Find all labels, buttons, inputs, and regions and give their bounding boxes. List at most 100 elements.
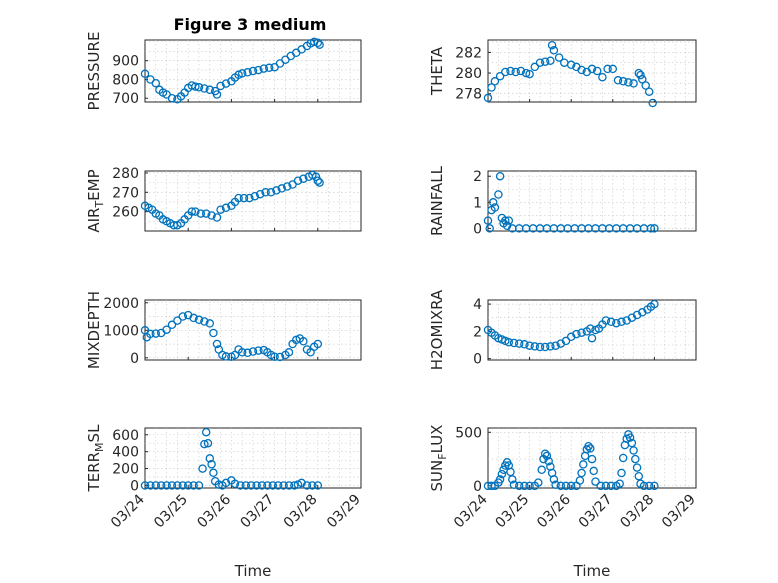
data-point [196, 209, 206, 218]
y-axis-label: AIRTEMP [85, 169, 106, 232]
data-point [299, 174, 308, 183]
data-point [592, 66, 602, 76]
axes-box [487, 170, 697, 232]
data-point [483, 93, 493, 103]
data-point [255, 189, 265, 199]
data-point [520, 340, 529, 349]
data-point [209, 328, 218, 338]
data-point [537, 465, 546, 475]
data-point [207, 211, 216, 220]
data-point [535, 342, 545, 352]
data-point [501, 216, 510, 225]
y-tick-label: 1000 [103, 323, 139, 339]
data-point [252, 481, 261, 490]
data-point [167, 93, 177, 103]
data-point [644, 87, 654, 96]
data-point [566, 60, 576, 70]
data-point [509, 480, 519, 490]
y-tick-label: 2 [473, 324, 482, 340]
data-point [495, 71, 505, 81]
data-point [587, 64, 597, 74]
data-point [612, 318, 621, 328]
data-point [579, 460, 588, 469]
y-tick-label: 0 [130, 478, 139, 494]
data-point [212, 213, 222, 222]
data-point [587, 333, 597, 343]
data-point [198, 464, 207, 473]
data-point [638, 75, 647, 84]
data-point [230, 479, 240, 489]
data-point [313, 339, 323, 349]
data-point [556, 481, 566, 491]
data-point [514, 481, 524, 491]
data-point [221, 478, 231, 488]
data-point [506, 66, 515, 76]
data-point [173, 481, 182, 490]
y-axis-label: TERRMSL [85, 424, 106, 493]
data-point [504, 338, 514, 347]
data-point [577, 328, 586, 337]
data-point [243, 68, 252, 77]
data-point [248, 347, 258, 356]
data-point [201, 209, 211, 218]
data-point [525, 69, 534, 79]
y-tick-label: 900 [112, 54, 139, 70]
data-point [313, 38, 323, 48]
data-point [584, 441, 593, 451]
y-tick-label: 280 [112, 166, 139, 182]
data-point [547, 40, 557, 50]
data-point [646, 224, 656, 233]
data-point [650, 224, 659, 233]
data-point [650, 299, 659, 309]
data-point [632, 463, 642, 472]
data-point [587, 454, 597, 464]
data-point [606, 481, 616, 491]
data-point [284, 481, 294, 490]
data-point [254, 346, 263, 355]
data-point [243, 348, 252, 358]
data-point [194, 315, 204, 325]
y-axis-label-rest: LUX [428, 425, 446, 454]
y-tick-label: 600 [112, 428, 139, 444]
data-point [257, 481, 267, 490]
y-tick-label: 278 [455, 87, 482, 103]
data-point [501, 67, 510, 77]
data-point [485, 224, 494, 233]
data-point [173, 316, 182, 325]
data-point [586, 444, 595, 453]
data-point [263, 481, 272, 490]
data-point [237, 348, 247, 357]
data-point [566, 481, 576, 491]
data-point [203, 438, 213, 448]
data-point [495, 475, 505, 484]
data-point [521, 68, 531, 78]
data-point [561, 481, 571, 491]
y-tick-label: 0 [473, 221, 482, 237]
data-point [572, 329, 581, 339]
y-tick-label: 270 [112, 185, 139, 201]
data-point [561, 336, 571, 346]
axes-box [144, 427, 362, 489]
data-point [546, 342, 555, 351]
data-point [639, 481, 649, 491]
data-point [205, 319, 215, 328]
data-point [194, 83, 204, 92]
data-point [525, 481, 534, 491]
data-point [554, 53, 564, 62]
data-point [508, 475, 517, 484]
data-point [200, 317, 209, 326]
data-point [270, 352, 279, 361]
data-point [641, 81, 650, 90]
data-point [509, 338, 519, 348]
data-point [234, 193, 243, 203]
data-point [261, 188, 270, 197]
data-point [302, 481, 312, 490]
data-point [183, 481, 193, 490]
data-point [313, 481, 323, 490]
data-point [624, 78, 633, 87]
data-point [216, 81, 225, 91]
y-axis-label-main: TERR [85, 452, 103, 493]
data-point [246, 481, 256, 490]
data-point [200, 439, 209, 449]
y-tick-label: 2000 [103, 296, 139, 312]
